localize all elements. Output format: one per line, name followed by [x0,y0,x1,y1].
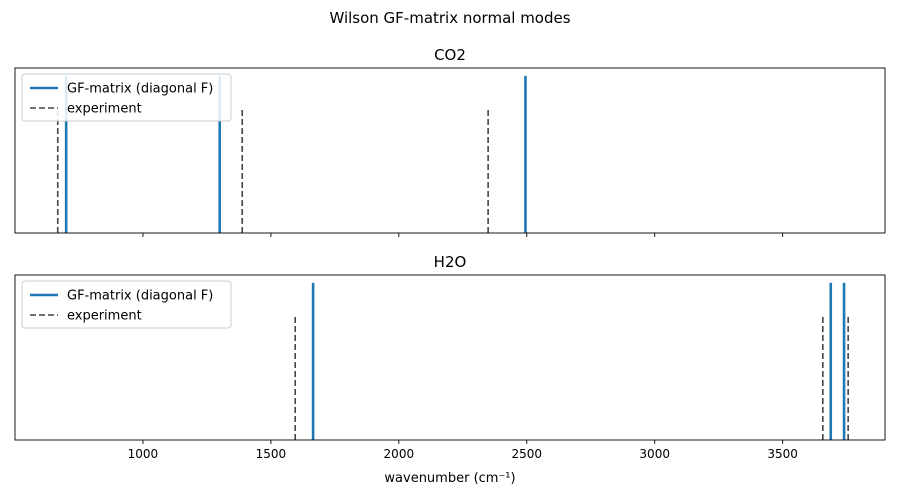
legend-label: experiment [67,309,142,324]
legend-label: experiment [67,102,142,117]
subplot-co2: CO2 GF-matrix (diagonal F) experiment [14,46,886,237]
axes-frame [14,67,886,234]
legend: GF-matrix (diagonal F) experiment [21,280,232,329]
x-tick-label: 1500 [256,447,287,461]
axes-frame [14,274,886,441]
x-tick-label: 2500 [511,447,542,461]
x-tick-label: 2000 [384,447,415,461]
subplot-panels: CO2 GF-matrix (diagonal F) experiment H2O 10… [14,46,886,461]
x-tick-label: 3000 [639,447,670,461]
legend-label: GF-matrix (diagonal F) [67,289,213,304]
subplot-title: H2O [434,253,467,271]
x-tick-label: 1000 [128,447,159,461]
legend-box [21,280,232,329]
x-tick-label: 3500 [767,447,798,461]
subplot-h2o: H2O 1000 1500 2000 2500 3000 3500 GF-matrix (di… [14,253,886,461]
subplot-title: CO2 [434,46,466,64]
x-axis-label: wavenumber (cm⁻¹) [384,471,515,486]
legend: GF-matrix (diagonal F) experiment [21,73,232,122]
figure-suptitle: Wilson GF-matrix normal modes [329,9,570,27]
legend-box [21,73,232,122]
legend-label: GF-matrix (diagonal F) [67,82,213,97]
